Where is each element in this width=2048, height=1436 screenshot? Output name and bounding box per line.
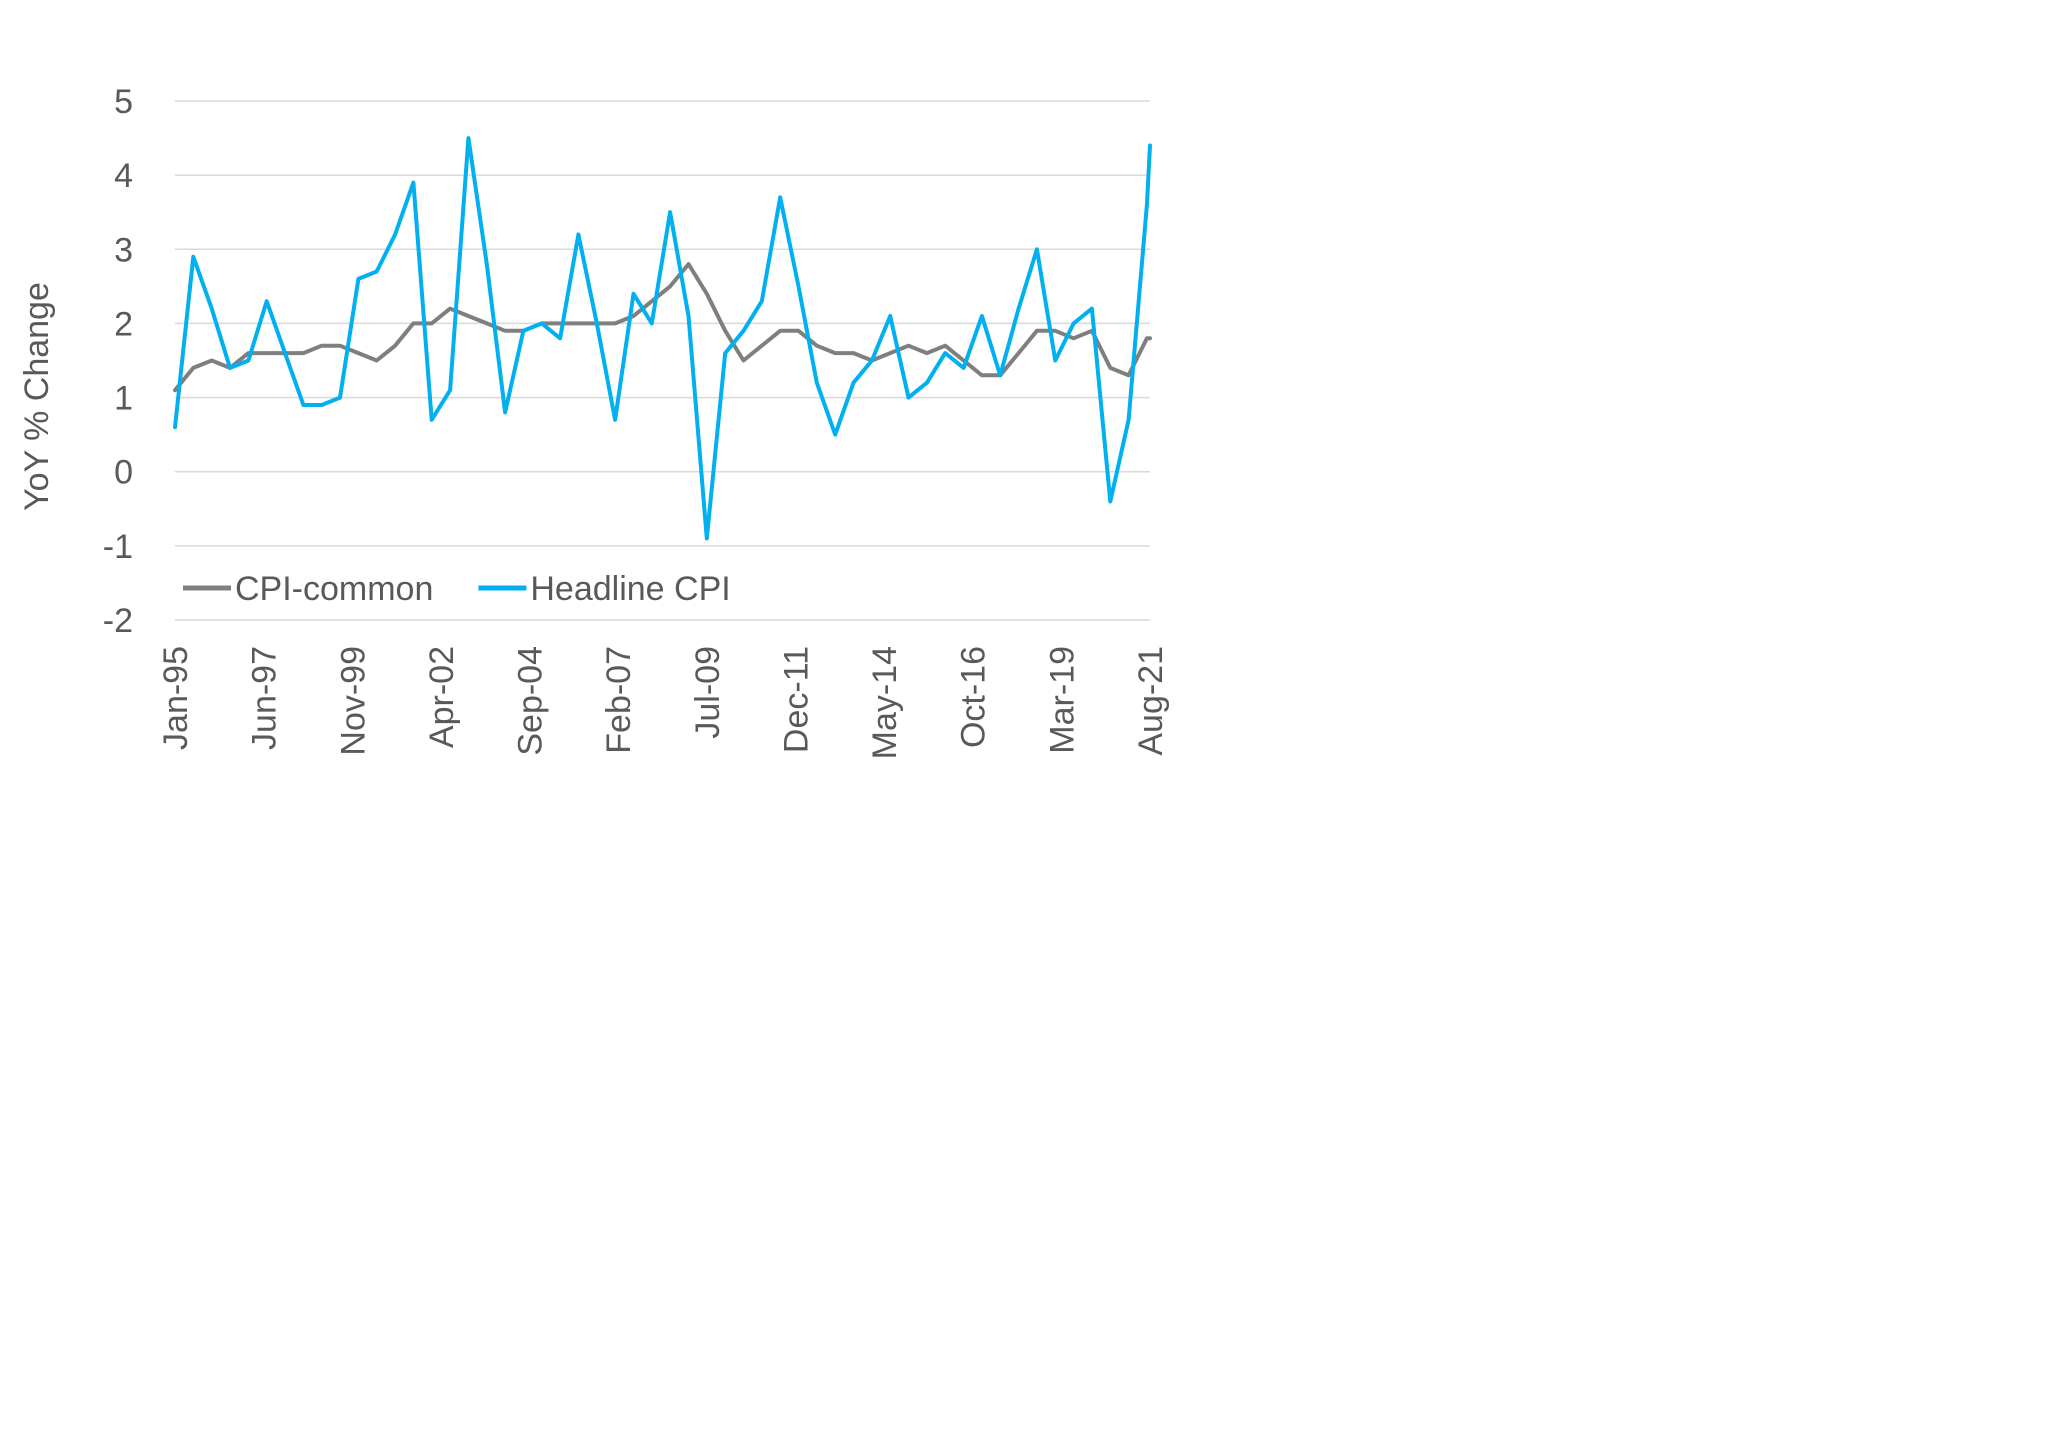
x-tick-label: Aug-21 — [1132, 646, 1170, 756]
x-tick-label: Jun-97 — [246, 646, 284, 750]
y-tick-label: 4 — [114, 157, 133, 195]
y-tick-label: 5 — [114, 83, 133, 121]
x-tick-label: Mar-19 — [1043, 646, 1081, 754]
y-tick-label: 1 — [114, 380, 133, 418]
x-axis-ticks: Jan-95 Jun-97 Nov-99 Apr-02 Sep-04 Feb-07 Jul-… — [157, 646, 1170, 759]
legend-item: Headline CPI — [478, 570, 731, 608]
x-tick-label: Apr-02 — [423, 646, 461, 748]
series-line-cpi-common — [173, 262, 1152, 393]
legend-item: CPI-common — [183, 570, 433, 608]
x-tick-label: May-14 — [866, 646, 904, 759]
y-tick-label: 3 — [114, 231, 133, 269]
y-tick-label: -1 — [103, 528, 133, 566]
legend-label: Headline CPI — [530, 570, 730, 608]
series-line-headline-cpi — [173, 136, 1152, 541]
x-tick-label: Feb-07 — [600, 646, 638, 754]
y-axis-ticks: -2 -1 0 1 2 3 4 5 — [103, 83, 133, 640]
x-tick-label: Nov-99 — [334, 646, 372, 756]
x-tick-label: Oct-16 — [955, 646, 993, 748]
y-tick-label: 0 — [114, 454, 133, 492]
x-tick-label: Sep-04 — [512, 646, 550, 756]
y-tick-label: 2 — [114, 305, 133, 343]
y-axis-title: YoY % Change — [18, 282, 56, 511]
legend-label: CPI-common — [235, 570, 433, 608]
y-tick-label: -2 — [103, 602, 133, 640]
series-lines — [173, 136, 1152, 541]
x-tick-label: Dec-11 — [777, 646, 815, 753]
x-tick-label: Jul-09 — [689, 646, 727, 739]
legend: CPI-common Headline CPI — [183, 570, 731, 608]
x-tick-label: Jan-95 — [157, 646, 195, 750]
